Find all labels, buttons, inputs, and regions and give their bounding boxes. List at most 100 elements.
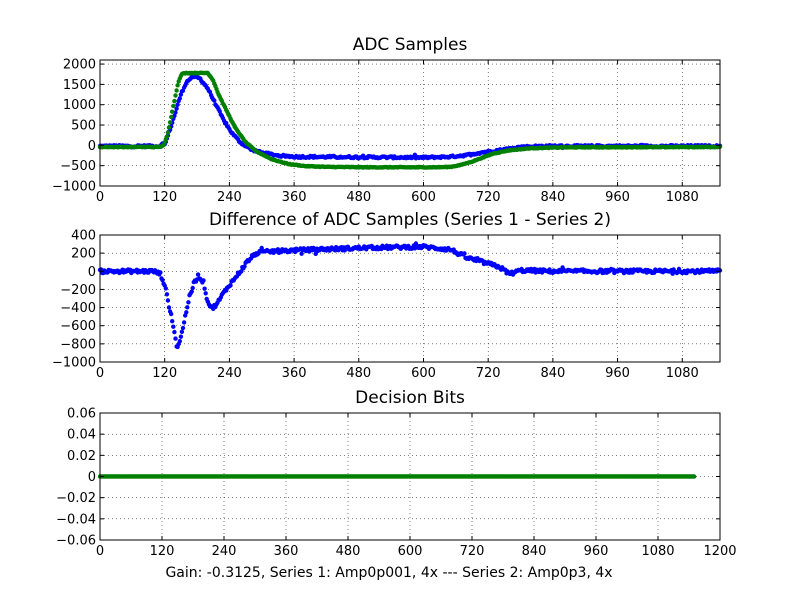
data-point — [179, 329, 185, 334]
y-tick-label: 0.04 — [67, 428, 96, 443]
plot-area — [100, 235, 720, 362]
data-point — [195, 272, 201, 277]
y-tick-label: 0 — [88, 139, 96, 154]
axes-frame — [99, 59, 721, 187]
y-tick-label: 1500 — [63, 78, 96, 93]
data-point — [178, 334, 184, 339]
data-point — [177, 339, 182, 344]
y-tick-label: −200 — [60, 283, 96, 298]
y-tick-label: −1000 — [52, 356, 96, 371]
data-point — [158, 270, 163, 275]
axes-frame — [99, 234, 721, 363]
subplot-2: 0 120 240 360 480 600 720 840 960 1080 −1000 −800 −6… — [52, 210, 723, 381]
x-tick-label: 360 — [282, 190, 307, 205]
y-tick-label: −1000 — [52, 180, 96, 195]
x-tick-label: 840 — [522, 544, 547, 559]
x-tick-label: 0 — [96, 190, 104, 205]
data-point — [692, 474, 697, 479]
data-point — [166, 305, 172, 310]
x-tick-label: 1080 — [641, 544, 674, 559]
data-point — [173, 110, 178, 115]
data-point — [164, 292, 170, 297]
y-tick-label: −0.02 — [56, 491, 96, 506]
x-tick-label: 0 — [96, 366, 104, 381]
data-point — [181, 320, 187, 325]
data-point — [170, 109, 175, 114]
x-tick-label: 720 — [476, 366, 501, 381]
y-tick-label: 400 — [71, 229, 96, 244]
x-tick-label: 120 — [150, 544, 175, 559]
data-point — [160, 277, 165, 283]
y-tick-label: 0 — [88, 470, 96, 485]
x-tick-label: 720 — [460, 544, 485, 559]
data-point — [174, 106, 179, 111]
x-tick-label: 240 — [217, 190, 242, 205]
data-point — [185, 305, 190, 310]
data-point — [180, 325, 186, 331]
y-tick-label: 0 — [88, 265, 96, 280]
x-tick-label: 480 — [346, 190, 371, 205]
data-point — [171, 324, 176, 329]
x-tick-label: 360 — [274, 544, 299, 559]
series-1 — [97, 241, 723, 350]
x-tick-label: 120 — [152, 190, 177, 205]
subplot-title: ADC Samples — [353, 35, 468, 55]
data-point — [170, 319, 175, 324]
x-tick-label: 1080 — [666, 190, 699, 205]
y-tick-label: 500 — [71, 119, 96, 134]
data-point — [169, 114, 174, 120]
y-tick-label: −0.06 — [56, 534, 96, 549]
x-tick-label: 120 — [152, 366, 177, 381]
data-point — [172, 98, 177, 104]
x-tick-label: 840 — [540, 190, 565, 205]
y-tick-label: 200 — [71, 247, 96, 262]
data-point — [177, 96, 182, 101]
series-1 — [97, 474, 697, 479]
data-point — [165, 130, 171, 135]
y-tick-label: 0.02 — [67, 449, 96, 464]
y-tick-label: −600 — [60, 319, 96, 334]
data-point — [178, 92, 184, 97]
y-tick-label: −500 — [60, 159, 96, 174]
x-tick-label: 600 — [398, 544, 423, 559]
data-point — [189, 289, 194, 294]
x-tick-label: 600 — [411, 366, 436, 381]
data-point — [163, 286, 168, 291]
data-point — [173, 93, 178, 98]
subplot-title: Decision Bits — [355, 388, 465, 408]
x-tick-label: 480 — [336, 544, 361, 559]
x-tick-label: 1080 — [666, 366, 699, 381]
x-tick-label: 240 — [217, 366, 242, 381]
x-tick-label: 0 — [96, 544, 104, 559]
y-tick-label: 0.06 — [67, 407, 96, 422]
x-tick-label: 360 — [282, 366, 307, 381]
subplot-title: Difference of ADC Samples (Series 1 - Se… — [209, 210, 611, 230]
x-tick-label: 720 — [476, 190, 501, 205]
data-point — [212, 98, 217, 103]
x-tick-label: 600 — [411, 190, 436, 205]
data-point — [201, 278, 206, 283]
data-point — [174, 88, 179, 93]
y-tick-label: −400 — [60, 301, 96, 316]
data-point — [169, 311, 174, 317]
data-point — [228, 283, 233, 288]
data-point — [164, 134, 170, 139]
data-point — [242, 264, 247, 269]
figure-footer: Gain: -0.3125, Series 1: Amp0p001, 4x --… — [165, 565, 612, 581]
data-point — [172, 329, 177, 335]
data-point — [173, 336, 178, 341]
y-tick-label: −800 — [60, 337, 96, 352]
x-tick-label: 840 — [540, 366, 565, 381]
data-point — [299, 251, 304, 256]
y-tick-label: 2000 — [63, 58, 96, 73]
data-point — [165, 298, 171, 303]
data-point — [175, 102, 180, 107]
data-point — [190, 285, 195, 291]
data-point — [167, 120, 173, 125]
data-point — [184, 310, 189, 315]
data-point — [171, 103, 176, 109]
x-tick-label: 960 — [605, 366, 630, 381]
series-2 — [97, 70, 723, 170]
x-tick-label: 960 — [605, 190, 630, 205]
